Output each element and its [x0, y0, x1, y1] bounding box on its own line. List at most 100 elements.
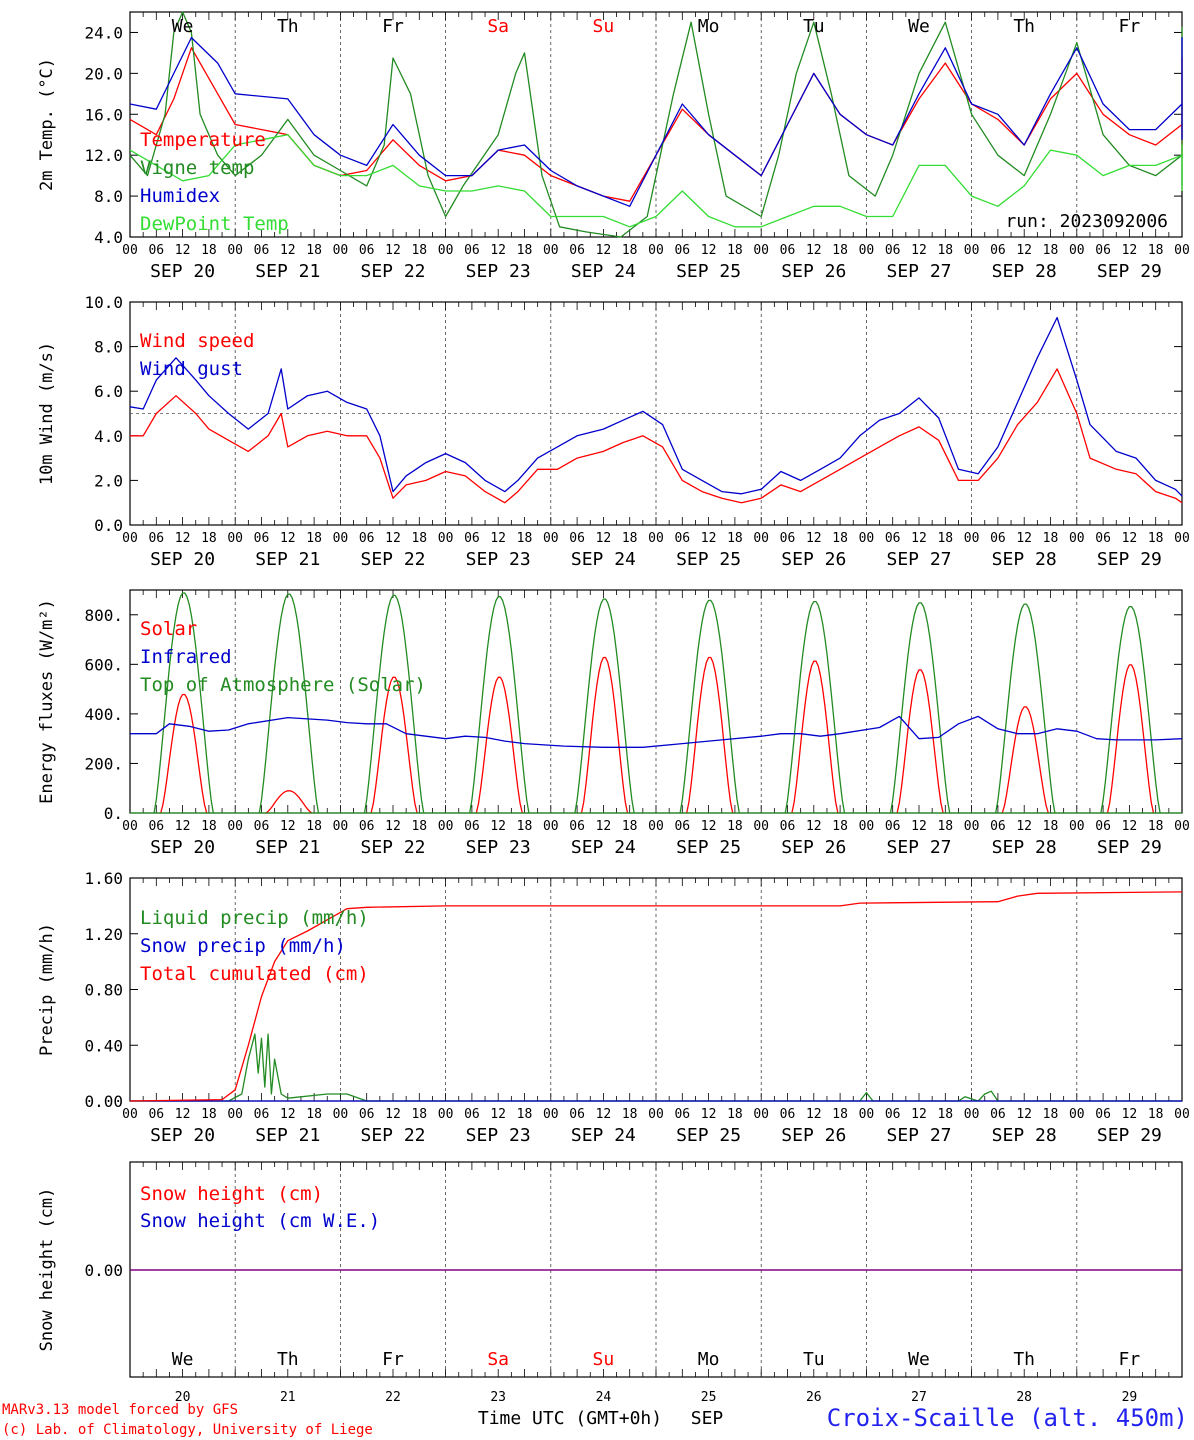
hour-tick-label: 18 — [411, 531, 427, 546]
date-label: SEP 24 — [571, 1125, 636, 1146]
hour-tick-label: 00 — [964, 243, 980, 258]
day-number: 28 — [1016, 1390, 1032, 1405]
hour-tick-label: 00 — [859, 531, 875, 546]
y-tick-label: 0.00 — [84, 1092, 123, 1111]
hour-tick-label: 18 — [517, 531, 533, 546]
hour-tick-label: 06 — [780, 819, 796, 834]
weekday-label: Tu — [803, 16, 825, 37]
hour-tick-label: 00 — [333, 1107, 349, 1122]
hour-tick-label: 00 — [1174, 531, 1190, 546]
hour-tick-label: 06 — [464, 243, 480, 258]
weekday-label: Fr — [382, 1349, 404, 1370]
hour-tick-label: 18 — [622, 819, 638, 834]
date-label: SEP 20 — [150, 837, 215, 858]
date-label: SEP 24 — [571, 837, 636, 858]
hour-tick-label: 00 — [438, 1107, 454, 1122]
date-label: SEP 20 — [150, 261, 215, 282]
hour-tick-label: 12 — [1122, 531, 1138, 546]
hour-tick-label: 06 — [885, 531, 901, 546]
legend-entry: Solar — [140, 618, 197, 640]
hour-tick-label: 18 — [727, 1107, 743, 1122]
day-number: 20 — [175, 1390, 191, 1405]
date-label: SEP 23 — [466, 837, 531, 858]
hour-tick-label: 12 — [490, 243, 506, 258]
hour-tick-label: 12 — [596, 819, 612, 834]
y-tick-label: 2.0 — [94, 471, 123, 490]
plot-frame — [129, 11, 1183, 238]
hour-tick-label: 00 — [122, 531, 138, 546]
hour-tick-label: 06 — [148, 531, 164, 546]
hour-tick-label: 00 — [543, 243, 559, 258]
legend-entry: Temperature — [140, 129, 266, 151]
hour-tick-label: 00 — [122, 819, 138, 834]
hour-tick-label: 18 — [517, 819, 533, 834]
hour-tick-label: 12 — [175, 1107, 191, 1122]
date-label: SEP 21 — [255, 549, 320, 570]
hour-tick-label: 18 — [832, 819, 848, 834]
hour-tick-label: 06 — [885, 243, 901, 258]
date-label: SEP 29 — [1097, 549, 1162, 570]
hour-tick-label: 06 — [674, 243, 690, 258]
y-tick-label: 8.0 — [94, 187, 123, 206]
dewpoint-temp-line — [129, 134, 1183, 228]
toa-solar-day-line — [363, 594, 425, 814]
hour-tick-label: 06 — [148, 819, 164, 834]
hour-tick-label: 18 — [832, 531, 848, 546]
weekday-label: We — [908, 1349, 930, 1370]
date-label: SEP 29 — [1097, 837, 1162, 858]
y-tick-label: 12.0 — [84, 146, 123, 165]
date-label: SEP 25 — [676, 837, 741, 858]
hour-tick-label: 06 — [780, 1107, 796, 1122]
hour-tick-label: 06 — [359, 1107, 375, 1122]
solar-day-line — [686, 656, 734, 814]
temperature-panel: 2m Temp. (°C) 4.0 8.0 12.0 16.0 20.0 24.0 00 06 1… — [37, 11, 1190, 282]
run-label: run: 2023092006 — [1005, 211, 1168, 232]
hour-tick-label: 12 — [806, 243, 822, 258]
hour-tick-label: 18 — [306, 819, 322, 834]
day-number: 25 — [701, 1390, 717, 1405]
legend-entry: Wind gust — [140, 358, 243, 380]
date-label: SEP 22 — [360, 261, 425, 282]
hour-tick-label: 06 — [148, 243, 164, 258]
hour-tick-label: 00 — [753, 819, 769, 834]
date-label: SEP 27 — [886, 837, 951, 858]
solar-day-line — [370, 676, 418, 814]
hour-tick-label: 18 — [306, 1107, 322, 1122]
date-label: SEP 26 — [781, 261, 846, 282]
hour-tick-label: 12 — [701, 819, 717, 834]
hour-tick-label: 12 — [1122, 819, 1138, 834]
date-label: SEP 25 — [676, 1125, 741, 1146]
hour-tick-label: 00 — [333, 531, 349, 546]
credit-line-2: (c) Lab. of Climatology, University of L… — [2, 1422, 373, 1438]
hour-tick-label: 00 — [333, 243, 349, 258]
y-tick-label: 4.0 — [94, 427, 123, 446]
hour-tick-label: 00 — [1069, 243, 1085, 258]
hour-tick-label: 18 — [1043, 1107, 1059, 1122]
date-label: SEP 28 — [992, 1125, 1057, 1146]
hour-tick-label: 18 — [411, 243, 427, 258]
month-label: SEP — [691, 1408, 724, 1429]
hour-tick-label: 12 — [806, 819, 822, 834]
hour-tick-label: 00 — [227, 531, 243, 546]
y-axis-label: Precip (mm/h) — [37, 923, 57, 1056]
hour-tick-label: 06 — [464, 819, 480, 834]
date-label: SEP 23 — [466, 1125, 531, 1146]
y-tick-label: 20.0 — [84, 64, 123, 83]
hour-tick-label: 18 — [937, 819, 953, 834]
hour-tick-label: 00 — [543, 531, 559, 546]
wind-speed-line — [130, 368, 1183, 504]
hour-tick-label: 12 — [385, 819, 401, 834]
x-axis-title: Time UTC (GMT+0h) — [478, 1408, 662, 1429]
hour-tick-label: 00 — [1174, 1107, 1190, 1122]
hour-tick-label: 12 — [1016, 1107, 1032, 1122]
hour-tick-label: 06 — [254, 531, 270, 546]
legend-entry: DewPoint Temp — [140, 213, 289, 235]
hour-tick-label: 06 — [254, 819, 270, 834]
legend-entry: Snow height (cm) — [140, 1183, 323, 1205]
hour-tick-label: 00 — [648, 243, 664, 258]
hour-tick-label: 00 — [438, 531, 454, 546]
weekday-label: Th — [1013, 16, 1035, 37]
y-tick-label: 400. — [84, 705, 123, 724]
hour-tick-label: 06 — [990, 243, 1006, 258]
